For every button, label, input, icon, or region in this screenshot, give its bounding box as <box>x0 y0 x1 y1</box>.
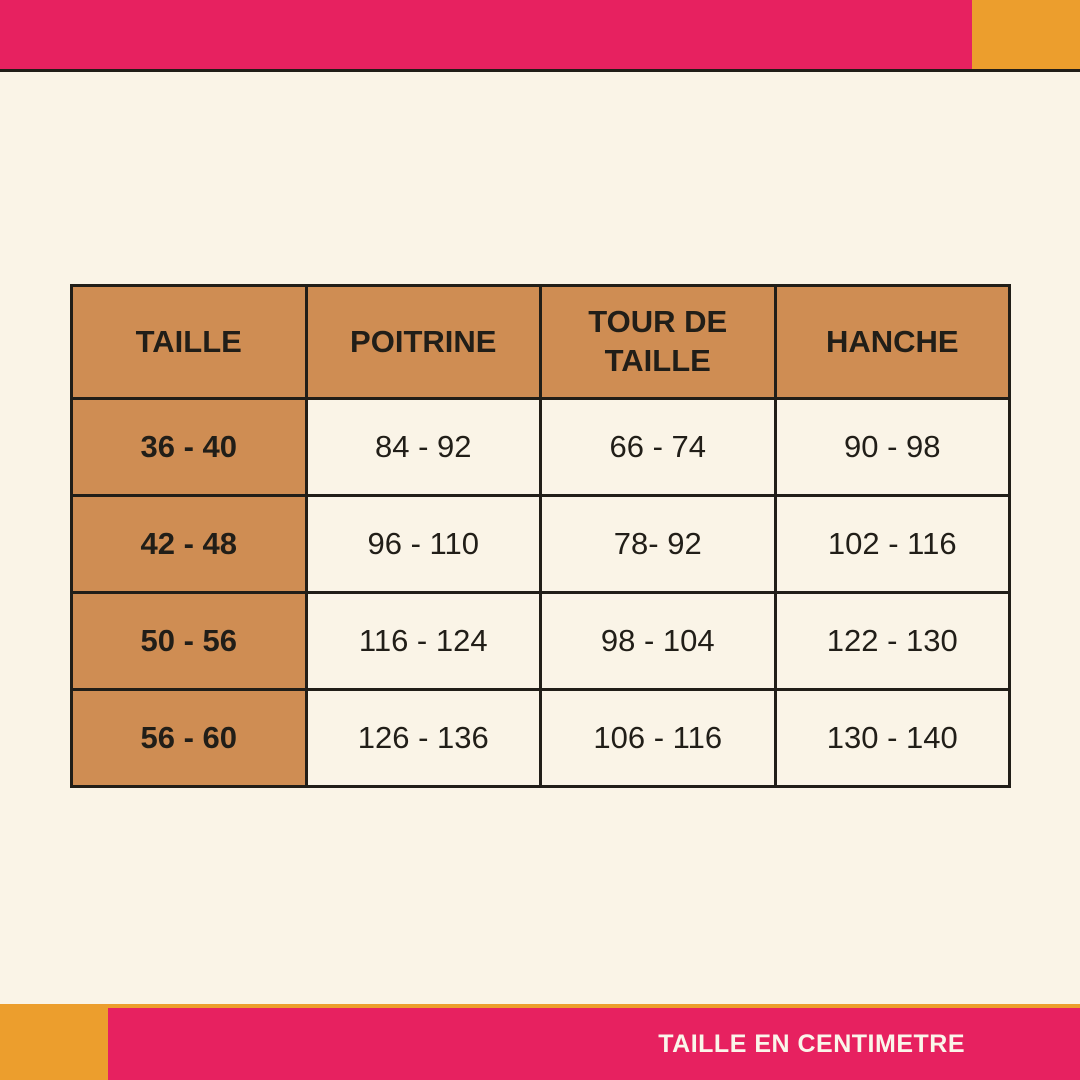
top-orange-block <box>972 0 1080 69</box>
table-row: 42 - 48 96 - 110 78- 92 102 - 116 <box>70 494 1011 594</box>
cell-tour-de-taille: 66 - 74 <box>539 397 777 497</box>
row-size-range: 42 - 48 <box>70 494 308 594</box>
row-size-range: 36 - 40 <box>70 397 308 497</box>
table-row: 50 - 56 116 - 124 98 - 104 122 - 130 <box>70 591 1011 691</box>
bottom-divider-line <box>0 1004 1080 1008</box>
cell-hanche: 130 - 140 <box>773 688 1011 788</box>
size-table: TAILLE POITRINE TOUR DE TAILLE HANCHE 36… <box>70 284 1011 788</box>
header-hanche: HANCHE <box>773 284 1011 400</box>
cell-poitrine: 116 - 124 <box>304 591 542 691</box>
cell-poitrine: 84 - 92 <box>304 397 542 497</box>
header-tour-de-taille: TOUR DE TAILLE <box>539 284 777 400</box>
cell-tour-de-taille: 106 - 116 <box>539 688 777 788</box>
cell-poitrine: 126 - 136 <box>304 688 542 788</box>
row-size-range: 56 - 60 <box>70 688 308 788</box>
top-divider-line <box>0 69 1080 72</box>
cell-tour-de-taille: 98 - 104 <box>539 591 777 691</box>
cell-tour-de-taille: 78- 92 <box>539 494 777 594</box>
cell-poitrine: 96 - 110 <box>304 494 542 594</box>
bottom-orange-block <box>0 1004 108 1080</box>
table-row: 56 - 60 126 - 136 106 - 116 130 - 140 <box>70 688 1011 788</box>
cell-hanche: 102 - 116 <box>773 494 1011 594</box>
header-taille: TAILLE <box>70 284 308 400</box>
top-pink-bar <box>0 0 972 69</box>
table-row: 36 - 40 84 - 92 66 - 74 90 - 98 <box>70 397 1011 497</box>
cell-hanche: 122 - 130 <box>773 591 1011 691</box>
cell-hanche: 90 - 98 <box>773 397 1011 497</box>
bottom-pink-bar: TAILLE EN CENTIMETRE <box>108 1008 1080 1080</box>
header-poitrine: POITRINE <box>304 284 542 400</box>
row-size-range: 50 - 56 <box>70 591 308 691</box>
unit-note-label: TAILLE EN CENTIMETRE <box>658 1029 965 1058</box>
table-header-row: TAILLE POITRINE TOUR DE TAILLE HANCHE <box>70 284 1011 400</box>
